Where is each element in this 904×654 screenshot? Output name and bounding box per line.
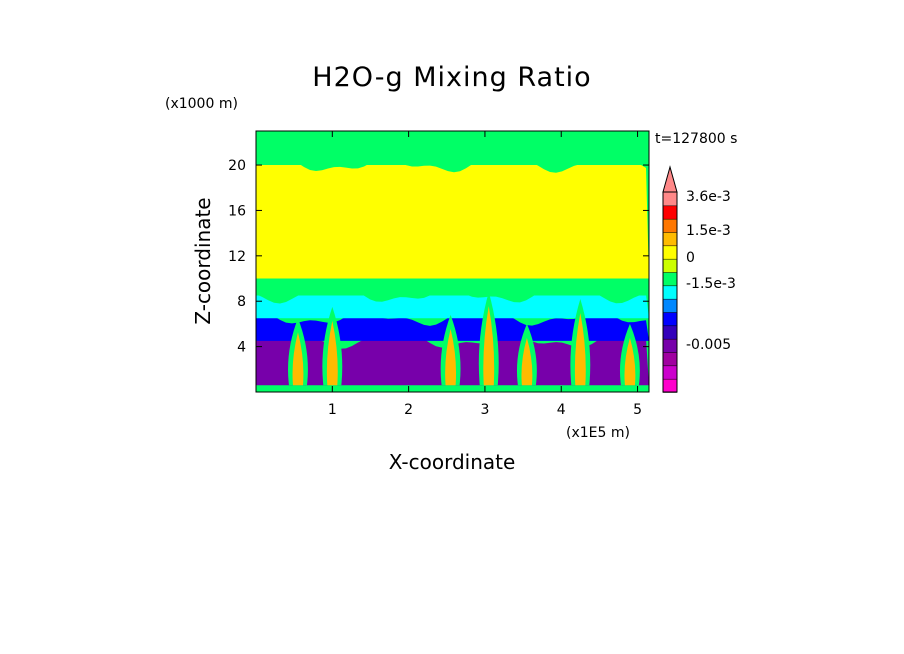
layer-near-surface (256, 385, 649, 392)
plume-4-core (521, 337, 533, 386)
colorbar-frame (662, 191, 678, 393)
colorbar-cell (662, 378, 678, 393)
colorbar-label: -1.5e-3 (686, 276, 736, 292)
colorbar-cell (662, 311, 678, 327)
colorbar-cells (662, 191, 678, 393)
colorbar-cell (662, 231, 678, 247)
plume-6-core (624, 337, 636, 386)
x-tick-label: 4 (557, 402, 566, 418)
colorbar-cell (662, 218, 678, 233)
plume-5-core (574, 312, 586, 386)
plume-2-core (445, 328, 457, 386)
x-tick-label: 2 (404, 402, 413, 418)
x-tick-label: 3 (480, 402, 489, 418)
y-axis-ticks: 4 8 12 16 20 (228, 158, 649, 356)
colorbar: 3.6e-3 1.5e-3 0 -1.5e-3 -0.005 (662, 165, 736, 393)
plume-0-core (292, 332, 304, 386)
colorbar-label: 1.5e-3 (686, 223, 731, 239)
y-tick-label: 4 (237, 340, 246, 356)
colorbar-cell (662, 245, 678, 260)
colorbar-labels: 3.6e-3 1.5e-3 0 -1.5e-3 -0.005 (686, 189, 736, 353)
colorbar-cell (662, 298, 678, 313)
contour-layers (256, 131, 649, 392)
time-label: t=127800 s (655, 131, 737, 147)
y-tick-label: 16 (228, 203, 246, 219)
plot-frame (255, 130, 650, 393)
plume-3-core (483, 306, 495, 386)
colorbar-cell (662, 351, 678, 367)
colorbar-cell (662, 191, 678, 207)
y-tick-label: 8 (237, 294, 246, 310)
layer-upper (256, 157, 649, 279)
y-tick-label: 12 (228, 249, 246, 265)
y-tick-label: 20 (228, 158, 246, 174)
colorbar-cell (662, 271, 678, 287)
colorbar-top-arrow (662, 165, 678, 193)
layer-top (256, 131, 649, 166)
x-axis-label: X-coordinate (389, 450, 516, 474)
colorbar-cell (662, 258, 678, 273)
colorbar-cell (662, 205, 678, 220)
colorbar-cell (662, 338, 678, 353)
colorbar-cell (662, 365, 678, 380)
colorbar-label: 0 (686, 250, 695, 266)
y-unit-label: (x1000 m) (165, 96, 238, 112)
x-axis-ticks: 1 2 3 4 5 (328, 131, 642, 418)
colorbar-label: 3.6e-3 (686, 189, 731, 205)
plot-area (256, 131, 649, 392)
colorbar-cell (662, 285, 678, 300)
colorbar-cell (662, 325, 678, 340)
x-unit-label: (x1E5 m) (566, 425, 630, 441)
chart-title: H2O-g Mixing Ratio (312, 62, 591, 93)
x-tick-label: 1 (328, 402, 337, 418)
y-axis-label: Z-coordinate (191, 197, 215, 324)
colorbar-label: -0.005 (686, 337, 731, 353)
plume-1-core (326, 320, 338, 386)
x-tick-label: 5 (633, 402, 642, 418)
convective-plumes (288, 292, 640, 386)
